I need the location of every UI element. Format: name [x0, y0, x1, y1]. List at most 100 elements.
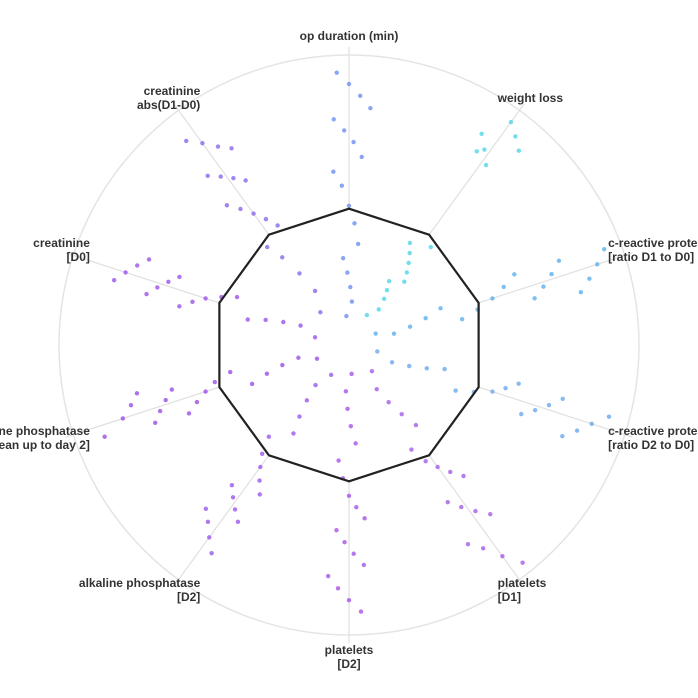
point	[459, 504, 464, 510]
point	[348, 284, 353, 290]
point	[232, 507, 238, 512]
point	[336, 458, 341, 463]
point	[348, 423, 354, 429]
point	[281, 319, 286, 325]
point	[490, 389, 495, 394]
point	[407, 240, 413, 246]
point	[153, 420, 158, 425]
point	[574, 428, 580, 433]
point	[343, 389, 349, 394]
point	[341, 128, 347, 133]
point	[259, 451, 265, 457]
point	[345, 406, 350, 411]
point	[500, 553, 505, 559]
point	[508, 119, 514, 125]
point	[465, 541, 471, 547]
point	[215, 144, 221, 149]
point	[606, 414, 612, 419]
point	[312, 335, 318, 340]
point	[157, 408, 163, 414]
point	[480, 546, 486, 551]
point	[362, 516, 367, 521]
spoke	[478, 252, 633, 304]
point	[102, 434, 107, 439]
point	[231, 175, 236, 181]
point	[264, 371, 270, 376]
reference-polygon	[218, 207, 480, 483]
point	[435, 464, 440, 470]
point	[243, 178, 248, 183]
spoke	[65, 386, 220, 438]
point	[349, 299, 355, 304]
point	[331, 117, 336, 122]
point	[263, 216, 269, 222]
axis-label: [D2]	[337, 657, 360, 671]
axis-label: [mean up to day 2]	[0, 438, 90, 452]
point	[445, 499, 450, 505]
point	[389, 360, 395, 365]
point	[490, 296, 495, 301]
point	[335, 586, 341, 591]
point	[453, 388, 458, 393]
spoke	[173, 454, 270, 587]
point	[346, 598, 352, 603]
point	[184, 138, 189, 144]
point	[423, 315, 428, 321]
point	[473, 508, 478, 514]
point	[339, 183, 345, 188]
point	[331, 169, 336, 174]
axis-label: creatinine	[33, 236, 90, 250]
point	[519, 411, 524, 417]
point	[587, 276, 592, 281]
point	[314, 356, 320, 361]
point	[342, 539, 347, 545]
point	[503, 385, 508, 391]
point	[353, 441, 358, 446]
point	[479, 131, 484, 137]
point	[386, 278, 392, 284]
point	[280, 255, 285, 260]
point	[155, 285, 160, 290]
point	[346, 493, 352, 498]
point	[228, 369, 233, 375]
point	[186, 411, 192, 416]
axis-label: weight loss	[497, 91, 564, 105]
point	[230, 495, 236, 500]
point	[448, 469, 453, 475]
point	[312, 288, 318, 294]
point	[589, 421, 594, 427]
point	[120, 416, 126, 421]
point	[438, 306, 443, 311]
point	[190, 299, 195, 305]
point	[501, 284, 506, 290]
point	[424, 366, 429, 371]
point	[328, 372, 334, 378]
point	[209, 550, 214, 556]
point	[406, 260, 411, 266]
point	[235, 519, 241, 525]
point	[258, 464, 263, 470]
point	[134, 391, 140, 396]
point	[257, 478, 262, 483]
point	[280, 362, 285, 368]
point	[358, 93, 363, 99]
point	[291, 431, 296, 436]
axis-label: [D0]	[67, 250, 90, 264]
point	[304, 398, 310, 403]
axis-label: abs(D1-D0)	[137, 98, 200, 112]
point	[163, 397, 168, 403]
point	[391, 331, 397, 336]
point	[483, 162, 489, 168]
point	[349, 371, 354, 377]
point	[516, 381, 521, 386]
point	[344, 313, 349, 319]
point	[546, 402, 552, 408]
point	[334, 527, 339, 533]
axis-label: op duration (min)	[300, 29, 399, 43]
point	[368, 105, 373, 111]
point	[245, 317, 250, 322]
point	[560, 396, 565, 402]
point	[488, 511, 493, 517]
point	[207, 535, 212, 540]
point	[369, 369, 375, 374]
